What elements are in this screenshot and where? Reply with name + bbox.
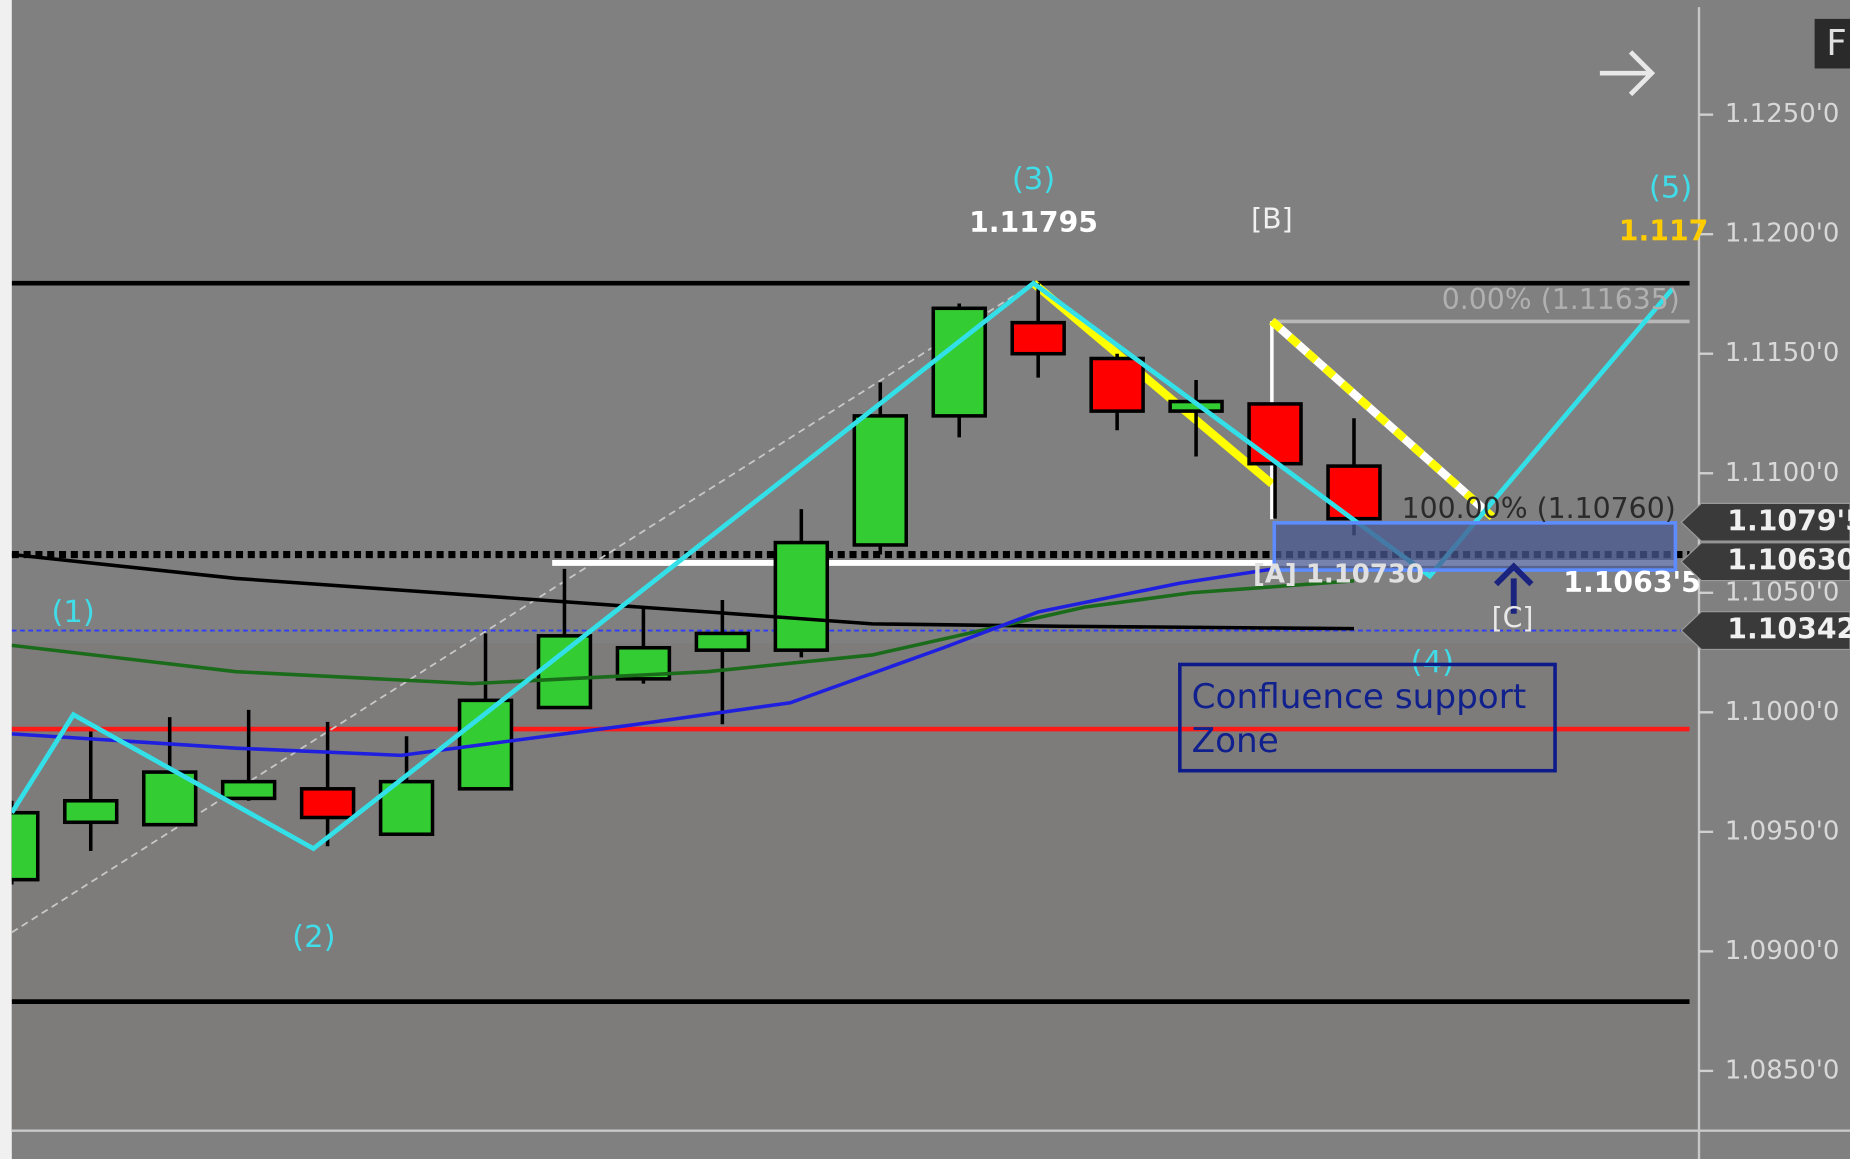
price-flag-label: 1.10630 bbox=[1727, 544, 1850, 577]
candle-body bbox=[299, 787, 356, 820]
price-flag bbox=[1680, 611, 1850, 651]
plot-area bbox=[11, 280, 1690, 1004]
price-axis: 1.0850'0 1.0900'0 1.0950'0 1.1000'0 1.1050'0… bbox=[1698, 99, 1839, 1085]
zone-box-text: Confluence support bbox=[1192, 677, 1527, 717]
y-tick-label: 1.1250'0 bbox=[1725, 99, 1839, 129]
annotation: (3) bbox=[1012, 162, 1055, 197]
annotation: (1) bbox=[51, 595, 94, 630]
annotation: (2) bbox=[292, 920, 335, 955]
price-flag-label: 1.1079'5 bbox=[1727, 504, 1850, 537]
candle-body bbox=[536, 634, 593, 710]
candle-body bbox=[1010, 320, 1066, 356]
overlay-line bbox=[11, 567, 1274, 758]
annotation: 100.00% (1.10760) bbox=[1402, 492, 1676, 525]
support-arrow bbox=[1493, 562, 1534, 614]
annotation: [C] bbox=[1492, 602, 1534, 635]
price-flag bbox=[1680, 542, 1850, 582]
price-flag-label: 1.10342 bbox=[1727, 613, 1850, 646]
candle-body bbox=[11, 810, 40, 882]
annotation: 0.00% (1.11635) bbox=[1442, 283, 1680, 316]
y-tick-label: 1.1200'0 bbox=[1725, 219, 1839, 249]
annotation: 1.117 bbox=[1619, 215, 1709, 248]
candle-body bbox=[1089, 356, 1145, 413]
lower-band bbox=[11, 643, 1699, 1131]
tag: F bbox=[1826, 23, 1846, 64]
overlay-line bbox=[11, 552, 1355, 631]
yellow-leg bbox=[1030, 280, 1275, 488]
price-flag bbox=[1680, 502, 1850, 542]
tag-box bbox=[1814, 18, 1850, 69]
candle-body bbox=[694, 631, 751, 652]
candle-body bbox=[1326, 464, 1382, 521]
candle-body bbox=[378, 779, 435, 837]
annotation: 1.11795 bbox=[969, 206, 1098, 239]
candle-body bbox=[141, 770, 198, 827]
candle-body bbox=[773, 540, 830, 652]
y-tick-label: 1.0900'0 bbox=[1725, 936, 1839, 966]
zone-box-text: Zone bbox=[1192, 721, 1279, 761]
y-tick-label: 1.1000'0 bbox=[1725, 697, 1839, 727]
y-tick-label: 1.0950'0 bbox=[1725, 816, 1839, 846]
left-edge bbox=[0, 0, 12, 1159]
annotation: [A] 1.10730 bbox=[1253, 559, 1424, 589]
candle-body bbox=[63, 798, 119, 825]
candle-body bbox=[852, 414, 909, 547]
annotation: (4) bbox=[1411, 645, 1454, 680]
zone-box bbox=[1178, 662, 1557, 773]
target-zone bbox=[1272, 521, 1678, 572]
y-tick-label: 1.1100'0 bbox=[1725, 458, 1839, 488]
annotation: 1.1063'5 bbox=[1563, 566, 1701, 599]
y-tick-label: 1.0850'0 bbox=[1725, 1055, 1839, 1085]
annotation: (5) bbox=[1649, 170, 1692, 205]
annotation: [B] bbox=[1251, 203, 1293, 236]
arrow-icon[interactable] bbox=[1599, 50, 1656, 97]
candle-body bbox=[220, 779, 277, 801]
y-tick-label: 1.1150'0 bbox=[1725, 338, 1839, 368]
overlay-line bbox=[11, 579, 1355, 686]
candle-body bbox=[1247, 402, 1303, 466]
projection-leg bbox=[1269, 317, 1496, 521]
y-tick-label: 1.1050'0 bbox=[1725, 577, 1839, 607]
